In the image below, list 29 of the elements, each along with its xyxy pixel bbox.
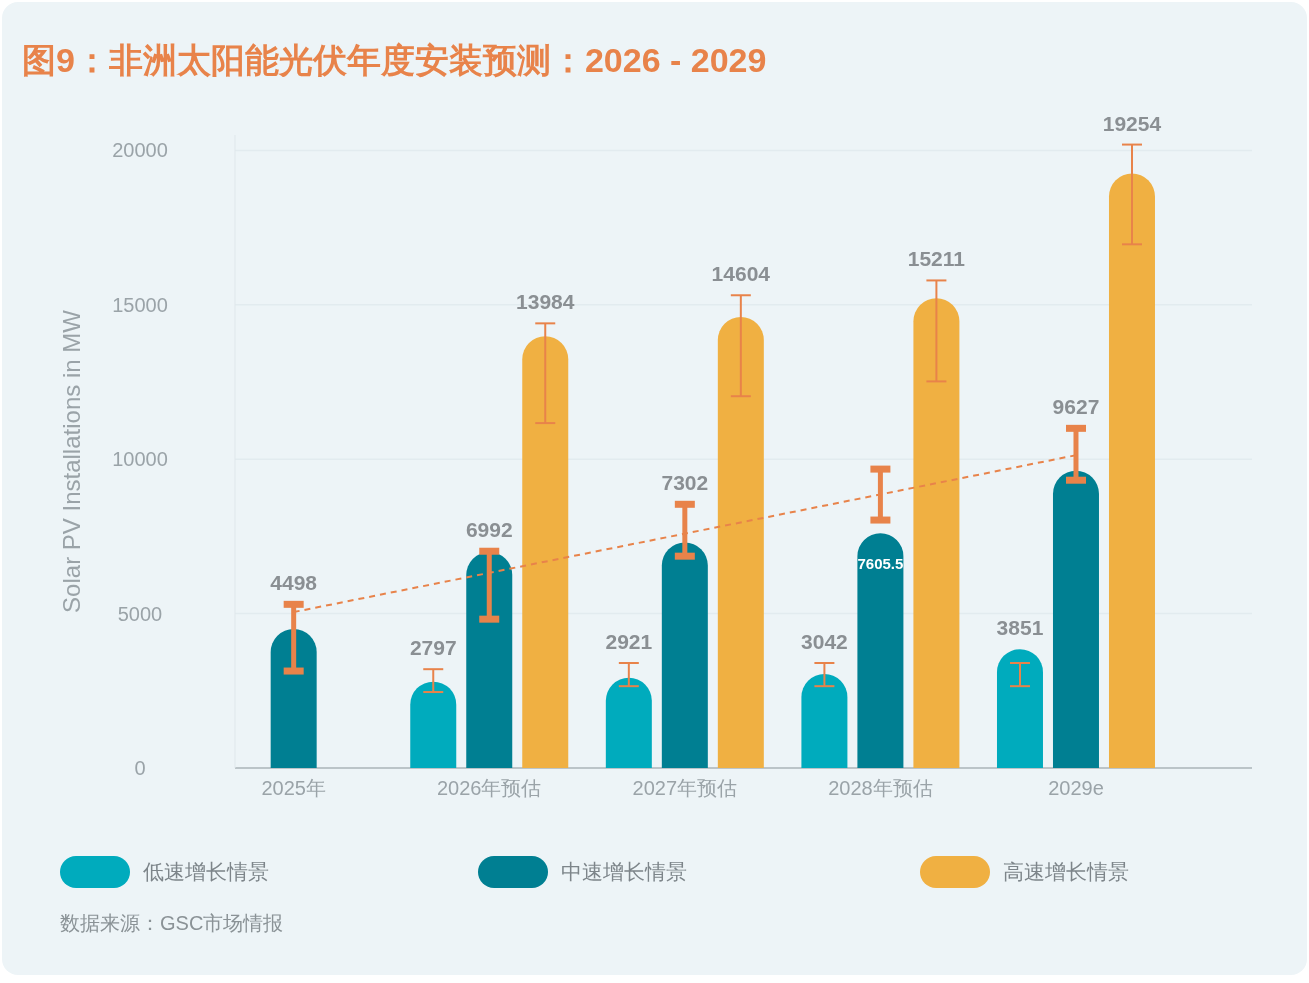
legend-label: 中速增长情景 — [561, 860, 687, 883]
data-label: 9627 — [1052, 395, 1100, 419]
y-tick-label: 20000 — [112, 139, 168, 162]
data-label: 14604 — [711, 262, 771, 286]
data-label: 3042 — [801, 630, 848, 654]
x-tick-label: 2028年预估 — [828, 777, 933, 799]
data-label: 2921 — [605, 630, 653, 654]
data-label: 2797 — [409, 636, 457, 660]
data-label: 3851 — [996, 616, 1044, 640]
y-tick-label: 10000 — [112, 448, 168, 471]
data-label: 13984 — [516, 290, 575, 314]
data-label: 6992 — [465, 518, 513, 542]
data-label: 7302 — [661, 471, 709, 495]
x-tick-label: 2029e — [1048, 777, 1104, 799]
x-tick-label: 2027年预估 — [632, 777, 738, 799]
data-label: 15211 — [907, 247, 966, 271]
y-axis-title: Solar PV Installations in MW — [58, 309, 85, 613]
legend-label: 高速增长情景 — [1003, 860, 1129, 883]
y-tick-label: 0 — [134, 757, 146, 779]
data-label: 19254 — [1102, 111, 1162, 135]
legend-label: 低速增长情景 — [143, 860, 269, 883]
data-label: 7605.5 — [857, 555, 904, 573]
source-note: 数据来源：GSC市场情报 — [60, 912, 284, 934]
y-tick-label: 15000 — [112, 293, 168, 316]
y-tick-label: 5000 — [117, 602, 163, 625]
data-label: 4498 — [270, 571, 318, 595]
chart-title: 图9：非洲太阳能光伏年度安装预测：2026 - 2029 — [22, 41, 767, 79]
x-tick-label: 2026年预估 — [437, 777, 542, 799]
x-tick-label: 2025年 — [261, 777, 326, 799]
